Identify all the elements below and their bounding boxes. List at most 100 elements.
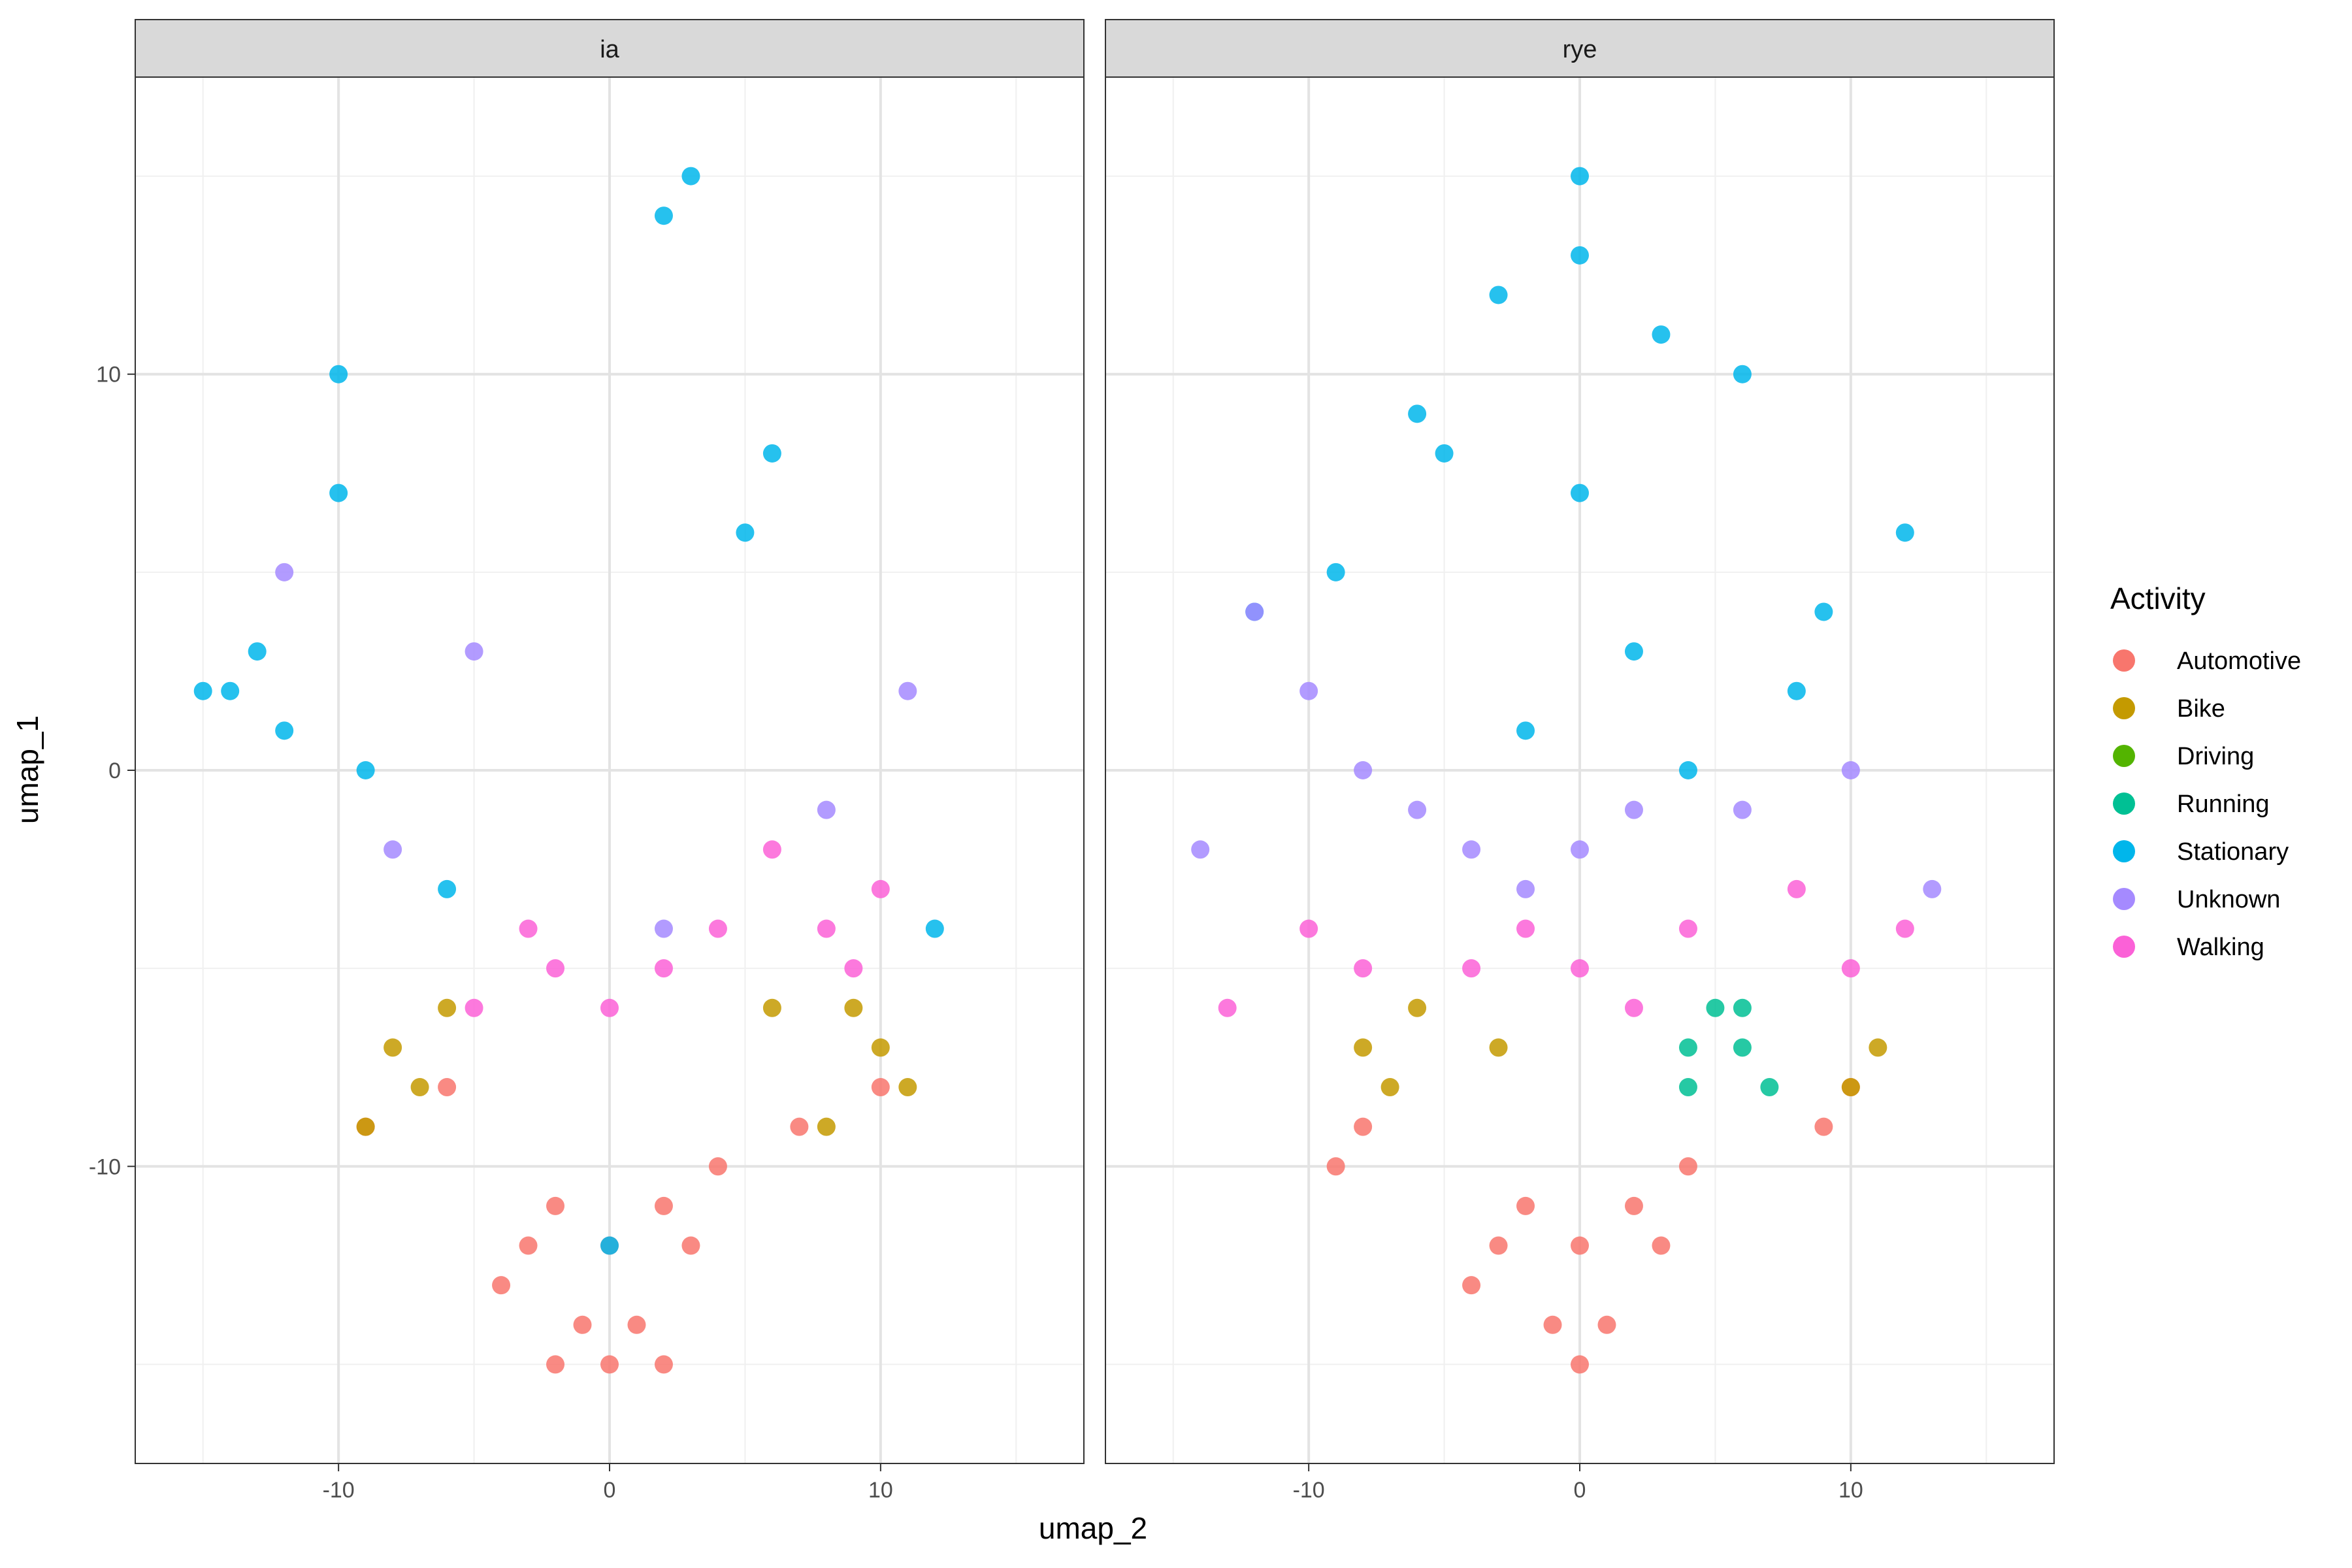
y-tick-label: 0	[108, 759, 121, 783]
legend-item-bike: Bike	[2113, 695, 2225, 723]
legend-swatch	[2113, 888, 2135, 910]
data-point	[1624, 800, 1643, 819]
data-point	[465, 642, 483, 661]
facet-strip	[135, 19, 1085, 78]
data-point	[438, 879, 457, 898]
legend-item-driving: Driving	[2113, 743, 2254, 770]
series-walking	[465, 840, 890, 1017]
facet-panels: ia -10 0 10 10 0 -10 rye -10 0 10	[89, 19, 2055, 1503]
data-point	[1597, 1315, 1616, 1334]
data-point	[1299, 919, 1318, 938]
facet-strip-label: rye	[1563, 36, 1597, 63]
data-point	[654, 919, 673, 938]
data-point	[1733, 800, 1752, 819]
data-point	[1895, 919, 1914, 938]
data-point	[762, 998, 781, 1017]
data-point	[817, 1117, 836, 1136]
data-point	[871, 1038, 890, 1057]
data-point	[1571, 483, 1589, 502]
data-point	[1841, 959, 1860, 978]
data-point	[1678, 1078, 1697, 1097]
x-tick-label: 0	[604, 1478, 616, 1503]
data-point	[1408, 998, 1427, 1017]
data-point	[1489, 1236, 1508, 1255]
data-point	[600, 1355, 619, 1374]
y-tick-label: 10	[96, 363, 121, 387]
data-point	[275, 563, 294, 581]
data-point	[1733, 998, 1752, 1017]
data-point	[708, 919, 727, 938]
data-point	[898, 681, 917, 700]
legend-items: Automotive Bike Driving Running Stationary Un…	[2113, 647, 2301, 961]
legend-swatch	[2113, 840, 2135, 862]
data-point	[844, 959, 863, 978]
y-axis-title: umap_1	[10, 715, 44, 824]
data-point	[1706, 998, 1725, 1017]
legend-label: Bike	[2177, 695, 2225, 723]
legend-label: Driving	[2177, 743, 2254, 770]
data-point	[1814, 1117, 1833, 1136]
data-point	[1489, 286, 1508, 304]
series-bike	[356, 998, 917, 1136]
legend-item-automotive: Automotive	[2113, 647, 2301, 675]
data-point	[1678, 919, 1697, 938]
data-point	[736, 523, 755, 542]
data-point	[1923, 879, 1942, 898]
data-point	[1354, 1038, 1373, 1057]
data-point	[546, 1355, 565, 1374]
data-point	[817, 919, 836, 938]
data-point	[1516, 1196, 1535, 1215]
data-point	[1678, 1157, 1697, 1176]
data-point	[1543, 1315, 1562, 1334]
legend-label: Stationary	[2177, 838, 2289, 866]
data-point	[384, 1038, 402, 1057]
data-point	[519, 1236, 538, 1255]
data-point	[627, 1315, 646, 1334]
legend-label: Unknown	[2177, 886, 2280, 913]
series-bike	[1354, 998, 1887, 1097]
legend-swatch	[2113, 649, 2135, 672]
data-point	[356, 1117, 375, 1136]
legend-swatch	[2113, 697, 2135, 719]
data-point	[1489, 1038, 1508, 1057]
facet-strip	[1105, 19, 2055, 78]
data-point	[1408, 404, 1427, 423]
x-tick-label: -10	[323, 1478, 355, 1503]
data-point	[1678, 1038, 1697, 1057]
series-unknown	[275, 563, 917, 938]
data-point	[1354, 761, 1373, 779]
data-point	[384, 840, 402, 859]
data-point	[1571, 1236, 1589, 1255]
data-point	[1895, 523, 1914, 542]
data-point	[1462, 840, 1481, 859]
data-point	[1462, 959, 1481, 978]
data-point	[1380, 1078, 1399, 1097]
data-point	[465, 998, 483, 1017]
legend-swatch	[2113, 745, 2135, 767]
data-point	[925, 919, 944, 938]
data-point	[1191, 840, 1210, 859]
data-point	[1760, 1078, 1779, 1097]
data-point	[573, 1315, 592, 1334]
data-point	[1652, 1236, 1671, 1255]
y-tick-label: -10	[89, 1154, 121, 1179]
data-point	[1678, 761, 1697, 779]
data-point	[1435, 444, 1454, 463]
data-point	[410, 1078, 429, 1097]
data-point	[248, 642, 267, 661]
data-point	[1245, 602, 1264, 621]
data-point	[1814, 602, 1833, 621]
legend-title: Activity	[2110, 581, 2206, 615]
legend-item-running: Running	[2113, 791, 2270, 818]
series-unknown	[1191, 602, 1942, 898]
data-point	[1869, 1038, 1887, 1057]
data-point	[329, 365, 348, 384]
data-point	[1571, 246, 1589, 265]
data-point	[1462, 1276, 1481, 1295]
data-point	[654, 206, 673, 225]
data-point	[1733, 1038, 1752, 1057]
data-point	[492, 1276, 511, 1295]
data-point	[546, 959, 565, 978]
facet-panel-rye: rye -10 0 10	[1105, 19, 2055, 1503]
